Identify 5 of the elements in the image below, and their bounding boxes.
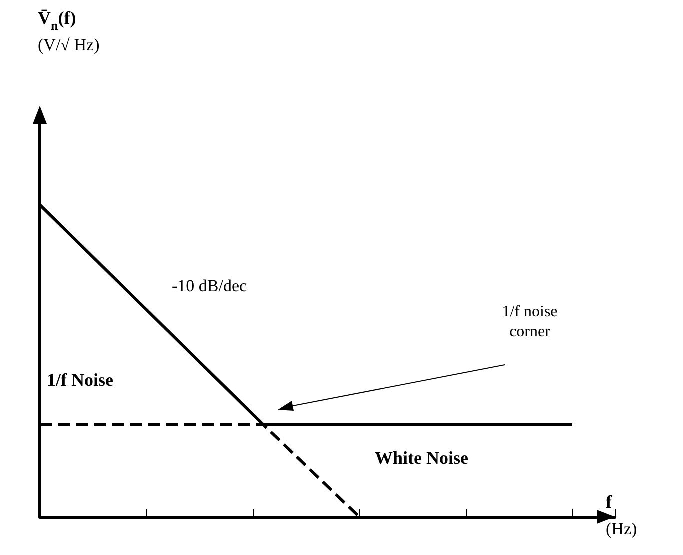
x-axis-title: f (Hz) xyxy=(606,492,638,538)
annotation: -10 dB/dec xyxy=(172,276,248,296)
annotation: 1/f noise corner xyxy=(502,304,558,340)
annotation: White Noise xyxy=(375,448,468,468)
annotation: 1/f Noise xyxy=(47,370,114,390)
